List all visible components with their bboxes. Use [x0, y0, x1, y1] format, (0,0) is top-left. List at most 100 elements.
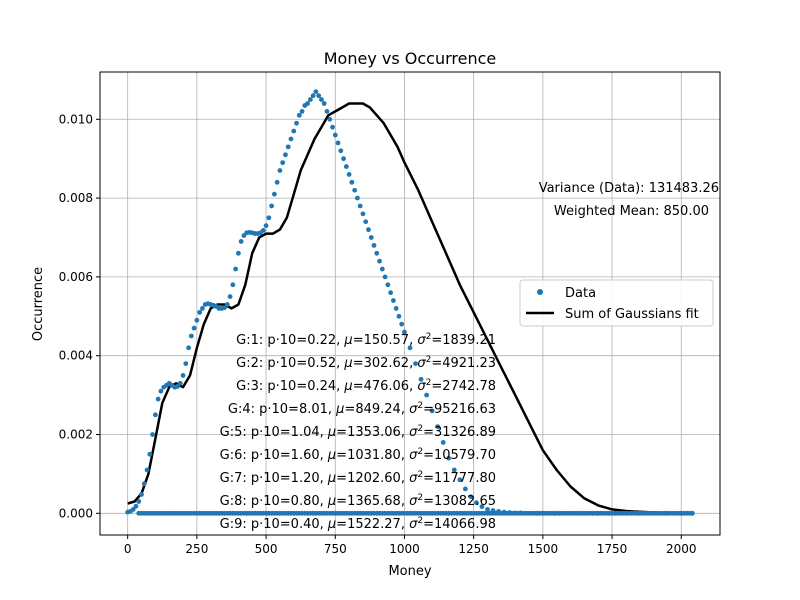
data-point: [435, 424, 441, 430]
data-point: [371, 242, 377, 248]
y-tick-label: 0.004: [59, 349, 93, 363]
gaussian-annotation: G:5: p·10=1.04, μ=1353.06, σ2=31326.89: [220, 424, 496, 440]
x-axis-label: Money: [388, 564, 431, 579]
data-point: [277, 168, 283, 173]
data-point: [540, 510, 546, 516]
data-point: [374, 250, 380, 256]
data-point: [551, 510, 557, 516]
data-point: [335, 140, 341, 146]
data-point: [346, 172, 352, 177]
x-tick-label: 2000: [666, 542, 697, 556]
data-point: [224, 302, 230, 307]
data-point: [388, 290, 394, 296]
data-point: [310, 93, 316, 99]
x-tick-label: 250: [185, 542, 208, 556]
y-tick-label: 0.010: [59, 112, 93, 126]
gaussian-annotation: G:4: p·10=8.01, μ=849.24, σ2=95216.63: [228, 401, 496, 417]
data-point: [321, 101, 327, 106]
data-point: [468, 494, 474, 500]
data-point: [617, 510, 623, 516]
data-point: [507, 510, 513, 515]
variance-annotation: Variance (Data): 131483.26: [539, 181, 719, 196]
chart-title: Money vs Occurrence: [324, 49, 497, 68]
data-point: [407, 345, 413, 351]
x-tick-label: 1000: [389, 542, 420, 556]
data-point: [573, 510, 579, 516]
data-point: [584, 510, 590, 516]
data-point: [200, 306, 205, 311]
data-point: [451, 467, 457, 473]
data-point: [280, 160, 286, 166]
data-point: [529, 510, 535, 516]
data-point: [158, 388, 164, 394]
data-point: [288, 136, 294, 142]
data-point: [368, 235, 374, 240]
data-point: [305, 101, 310, 106]
data-point: [139, 492, 144, 497]
data-point: [366, 227, 371, 233]
data-point: [227, 294, 233, 300]
data-point: [363, 219, 369, 225]
data-point: [545, 510, 551, 516]
data-point: [316, 93, 322, 99]
data-point: [180, 373, 186, 378]
data-point: [260, 228, 266, 233]
data-point: [557, 510, 562, 516]
gaussian-annotations: G:1: p·10=0.22, μ=150.57, σ2=1839.21 G:2:…: [220, 332, 496, 532]
data-point: [479, 504, 485, 510]
data-point: [349, 179, 355, 185]
data-point: [235, 250, 241, 256]
legend-label-fit: Sum of Gaussians fit: [565, 307, 699, 322]
x-tick-label: 750: [324, 542, 347, 556]
y-tick-label: 0.000: [59, 506, 93, 520]
data-point: [446, 455, 452, 461]
data-point: [413, 361, 418, 366]
legend-label-data: Data: [565, 286, 596, 301]
legend: Data Sum of Gaussians fit: [519, 279, 714, 327]
data-point: [271, 191, 277, 197]
data-point: [299, 109, 305, 114]
data-point: [579, 510, 585, 516]
data-point: [332, 132, 338, 138]
data-point: [133, 503, 139, 509]
data-point: [177, 380, 183, 386]
data-point: [601, 510, 607, 516]
data-point: [319, 97, 324, 102]
data-point: [130, 506, 136, 512]
data-point: [188, 333, 194, 339]
data-point: [665, 510, 670, 516]
data-point: [294, 120, 299, 126]
data-point: [518, 510, 524, 516]
data-point: [457, 477, 463, 483]
x-axis: 0 250 500 750 1000 1250 1500 1750 2000: [124, 535, 697, 556]
data-point: [269, 203, 275, 209]
y-tick-label: 0.006: [59, 270, 93, 284]
data-point: [183, 361, 189, 366]
data-point: [402, 329, 407, 335]
data-point: [355, 195, 360, 201]
data-point: [382, 274, 388, 280]
data-point: [136, 499, 142, 504]
data-point: [352, 187, 358, 193]
data-point: [155, 396, 161, 402]
x-tick-label: 0: [124, 542, 132, 556]
data-point: [296, 112, 302, 118]
data-point: [222, 305, 227, 311]
data-point: [562, 510, 568, 516]
data-point: [357, 203, 363, 209]
data-point: [496, 508, 501, 514]
data-point: [233, 266, 239, 272]
data-point: [266, 215, 272, 221]
data-point: [341, 156, 346, 162]
data-point: [330, 124, 335, 130]
data-point: [147, 451, 153, 457]
data-point: [523, 510, 529, 516]
data-point: [186, 345, 191, 351]
data-point: [194, 317, 200, 323]
data-point: [338, 148, 344, 154]
data-point: [424, 392, 430, 398]
data-point: [390, 298, 396, 303]
data-point: [360, 211, 366, 217]
data-point: [175, 384, 180, 389]
